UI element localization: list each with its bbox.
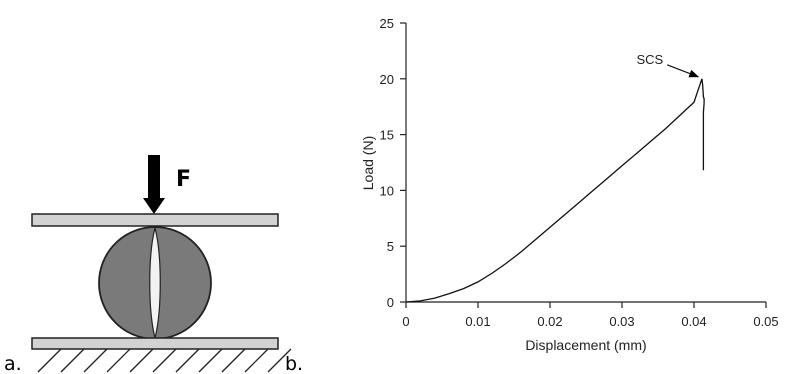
y-tick-label: 20 [380,72,394,87]
x-axis-title: Displacement (mm) [525,337,646,353]
x-ticks: 0 0.01 0.02 0.03 0.04 0.05 [402,302,779,329]
hatch-line [129,348,154,373]
x-tick-label: 0.05 [753,314,778,329]
hatch-line [244,348,269,373]
top-platen [31,213,279,227]
hatch-line [267,348,292,373]
hatch-line [60,348,85,373]
x-tick-label: 0.02 [537,314,562,329]
hatch-line [198,348,223,373]
hatch-line [175,348,200,373]
panel-b-label: b. [285,353,303,374]
panel-a-label: a. [4,353,22,374]
ground-hatching [37,348,292,373]
x-tick-label: 0.03 [609,314,634,329]
annotation-arrow [667,64,700,78]
hatch-line [37,348,62,373]
force-label: F [176,167,191,192]
x-tick-label: 0 [402,314,409,329]
hatch-line [152,348,177,373]
y-ticks: 0 5 10 15 20 25 [380,16,406,310]
hatch-line [221,348,246,373]
annotation-label: SCS [636,52,663,67]
y-tick-label: 15 [380,128,394,143]
y-tick-label: 25 [380,16,394,31]
force-arrow-head [143,198,165,214]
y-axis-title: Load (N) [360,136,376,190]
annotations: SCS [636,52,700,78]
bottom-platen [31,337,279,350]
y-tick-label: 10 [380,183,394,198]
y-tick-label: 5 [387,239,394,254]
x-tick-label: 0.04 [681,314,706,329]
load-displacement-chart: 0 0.01 0.02 0.03 0.04 0.05 0 5 10 15 20 25 SCS Dis… [360,16,779,353]
compression-schematic: F a. [4,155,292,374]
y-tick-label: 0 [387,295,394,310]
load-curve [405,78,705,303]
hatch-line [83,348,108,373]
force-arrow-shaft [148,155,160,200]
x-tick-label: 0.01 [465,314,490,329]
hatch-line [106,348,131,373]
